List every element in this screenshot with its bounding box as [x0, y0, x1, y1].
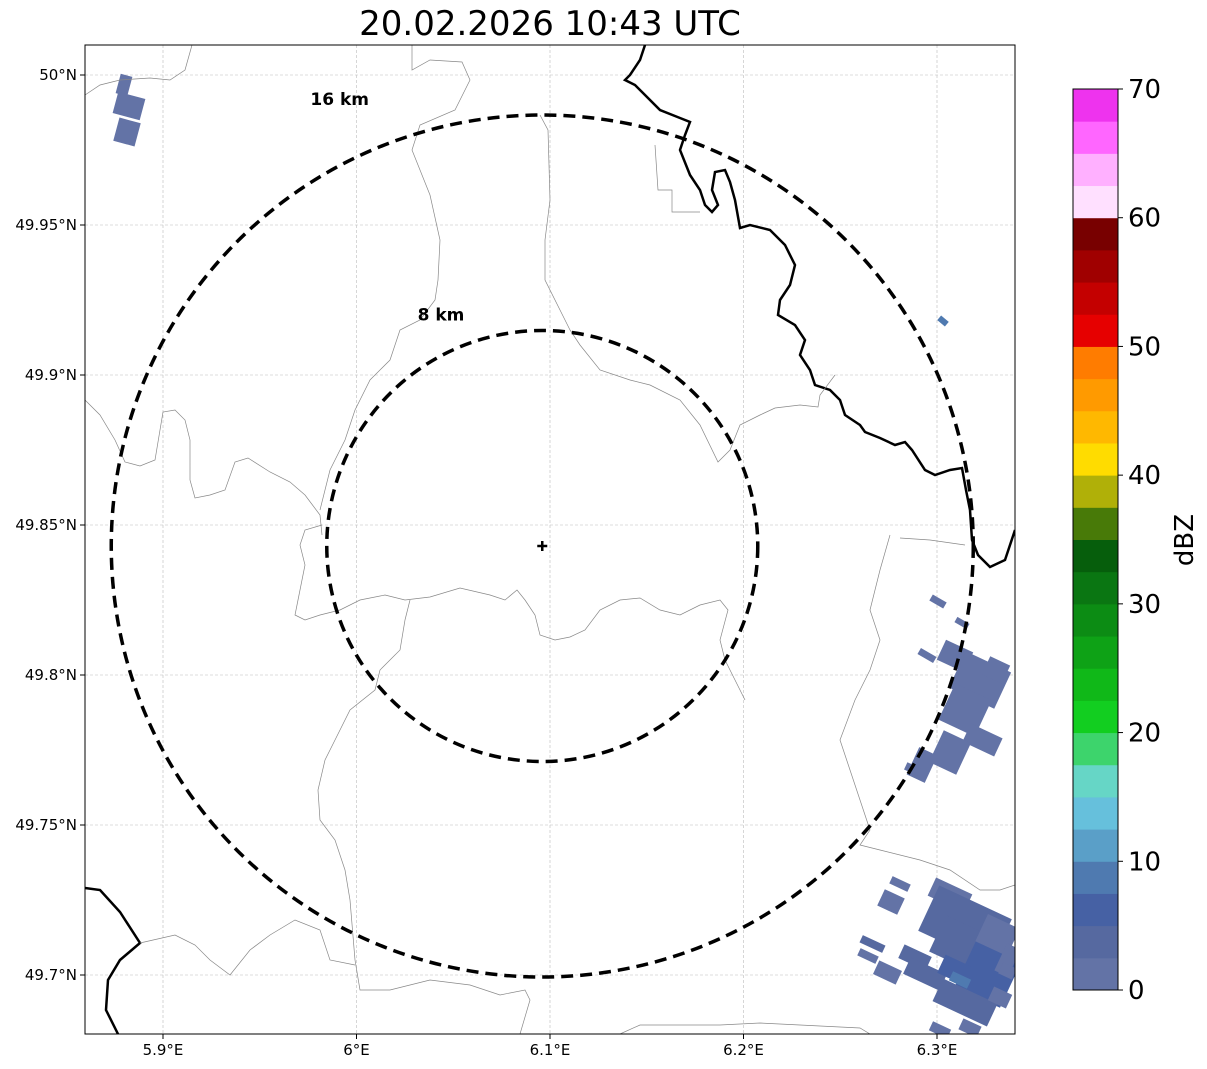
canton-border	[139, 919, 356, 976]
colorbar-band	[1073, 217, 1118, 251]
axis-ticks: 5.9°E 6°E 6.1°E 6.2°E 6.3°E 49.7°N 49.75°N 49.8…	[15, 66, 957, 1059]
country-border	[85, 886, 142, 1034]
colorbar-band	[1073, 925, 1118, 959]
chart-title: 20.02.2026 10:43 UTC	[359, 4, 741, 44]
range-ring-8km	[325, 328, 760, 764]
echo-cell	[859, 935, 886, 953]
colorbar-band	[1073, 893, 1118, 927]
colorbar-frame	[1072, 88, 1119, 991]
echo-cell	[932, 978, 998, 1027]
colorbar-band	[1073, 796, 1118, 830]
canton-border	[319, 45, 471, 511]
canton-border	[839, 534, 1015, 891]
colorbar-tick-label: 10	[1128, 847, 1161, 877]
echo-cell	[889, 876, 911, 892]
echo-cell	[987, 986, 1013, 1009]
colorbar-band	[1073, 957, 1118, 991]
echo-cell	[929, 730, 971, 775]
range-ring-label: 8 km	[418, 306, 465, 326]
y-tick-label: 49.7°N	[25, 966, 77, 984]
echo-cell	[981, 656, 1011, 684]
echo-cell	[857, 948, 879, 964]
colorbar-band	[1073, 346, 1118, 380]
country-border	[622, 45, 1015, 569]
radar-echoes	[112, 73, 1015, 1034]
y-tick-label: 49.75°N	[15, 816, 77, 834]
y-tick-label: 49.8°N	[25, 666, 77, 684]
colorbar-band	[1073, 442, 1118, 476]
x-tick-label: 6.3°E	[917, 1041, 958, 1059]
echo-cell	[113, 117, 141, 147]
colorbar: 0 10 20 30 40 50 60 70 dBZ	[1072, 75, 1200, 1006]
echo-cell	[877, 889, 905, 915]
colorbar-band	[1073, 185, 1118, 219]
colorbar-band	[1073, 410, 1118, 444]
echo-cell	[917, 647, 937, 664]
canton-border	[619, 1022, 871, 1034]
colorbar-tick-label: 40	[1128, 461, 1161, 491]
canton-border	[317, 599, 531, 1034]
colorbar-band	[1073, 153, 1118, 187]
y-tick-label: 49.95°N	[15, 216, 77, 234]
borders	[85, 45, 1015, 1034]
echo-cell	[962, 723, 1003, 757]
colorbar-tick-label: 20	[1128, 719, 1161, 749]
colorbar-band	[1073, 89, 1118, 122]
colorbar-tick-label: 70	[1128, 75, 1161, 105]
colorbar-band	[1073, 732, 1118, 766]
colorbar-band	[1073, 378, 1118, 412]
x-tick-label: 6.1°E	[530, 1041, 571, 1059]
colorbar-band	[1073, 571, 1118, 605]
canton-border	[654, 144, 700, 213]
gridlines	[85, 45, 1015, 1034]
x-tick-label: 5.9°E	[143, 1041, 184, 1059]
canton-border	[899, 537, 966, 546]
colorbar-band	[1073, 314, 1118, 347]
colorbar-band	[1073, 249, 1118, 283]
colorbar-band	[1073, 121, 1118, 154]
colorbar-band	[1073, 603, 1118, 637]
echo-cell	[958, 1018, 982, 1034]
echo-cell	[929, 594, 947, 609]
colorbar-band	[1073, 636, 1118, 669]
range-rings: 8 km 16 km	[109, 90, 976, 979]
colorbar-band	[1073, 668, 1118, 701]
echo-cell	[998, 962, 1015, 980]
y-tick-label: 49.9°N	[25, 366, 77, 384]
colorbar-tick-label: 30	[1128, 590, 1161, 620]
echo-cell	[948, 971, 972, 989]
colorbar-tick-label: 60	[1128, 204, 1161, 234]
colorbar-band	[1073, 475, 1118, 508]
colorbar-band	[1073, 829, 1118, 862]
colorbar-band	[1073, 539, 1118, 573]
range-ring-label: 16 km	[310, 90, 369, 110]
colorbar-band	[1073, 282, 1118, 315]
x-tick-label: 6.2°E	[723, 1041, 764, 1059]
y-tick-label: 49.85°N	[15, 516, 77, 534]
range-ring-16km	[109, 113, 976, 979]
colorbar-band	[1073, 764, 1118, 798]
x-tick-label: 6°E	[343, 1041, 370, 1059]
echo-cell	[112, 91, 146, 121]
colorbar-band	[1073, 507, 1118, 540]
echo-cell	[903, 957, 947, 991]
echo-cell	[937, 315, 949, 327]
canton-border	[85, 45, 193, 96]
echo-cell	[928, 1021, 952, 1034]
colorbar-tick-label: 50	[1128, 332, 1161, 362]
colorbar-band	[1073, 700, 1118, 734]
colorbar-band	[1073, 861, 1118, 894]
colorbar-tick-label: 0	[1128, 976, 1145, 1006]
echo-cell	[938, 683, 992, 737]
canton-border	[85, 399, 323, 536]
canton-border	[294, 524, 746, 701]
canton-border	[539, 114, 836, 463]
y-tick-label: 50°N	[39, 66, 77, 84]
colorbar-label: dBZ	[1170, 514, 1200, 566]
echo-cell	[873, 960, 902, 985]
